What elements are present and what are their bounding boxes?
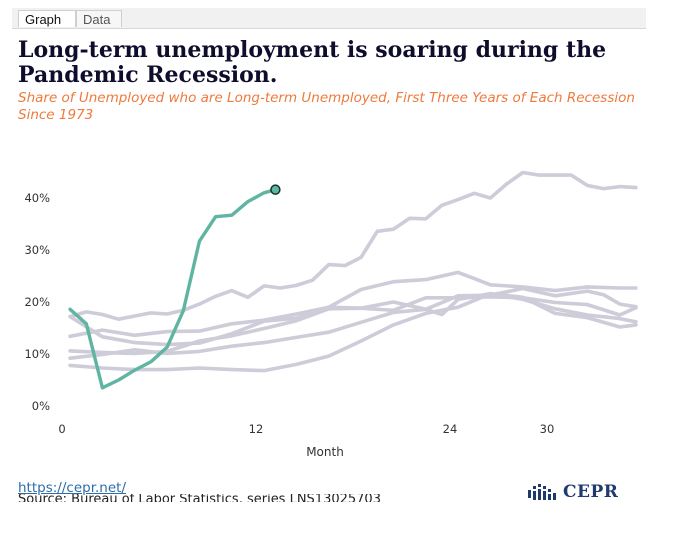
y-tick-label: 0% bbox=[32, 399, 50, 413]
cepr-link[interactable]: https://cepr.net/ bbox=[18, 480, 126, 496]
tab-graph[interactable]: Graph bbox=[18, 10, 76, 27]
y-tick-label: 40% bbox=[24, 191, 50, 205]
y-tick-label: 30% bbox=[24, 243, 50, 257]
cepr-logo-text: CEPR bbox=[563, 482, 619, 502]
chart-title: Long-term unemployment is soaring during… bbox=[18, 37, 607, 88]
cepr-logo: CEPR bbox=[527, 482, 618, 502]
series-line-6 bbox=[68, 291, 638, 373]
x-tick-label: 0 bbox=[58, 422, 65, 436]
series-line-3 bbox=[68, 286, 638, 347]
x-axis-label: Month bbox=[306, 445, 344, 459]
x-tick-label: 30 bbox=[540, 422, 555, 436]
y-tick-label: 20% bbox=[24, 295, 50, 309]
series-line-2 bbox=[68, 270, 638, 339]
series-line-4 bbox=[68, 295, 638, 356]
cepr-logo-icon bbox=[528, 484, 556, 500]
series-line-highlight bbox=[68, 188, 278, 390]
tab-strip: Graph Data bbox=[12, 8, 646, 29]
line-chart: 0% 10% 20% 30% 40% 0 12 24 30 Month bbox=[24, 170, 638, 459]
y-tick-label: 10% bbox=[24, 347, 50, 361]
source-note: Source: Bureau of Labor Statistics, seri… bbox=[18, 494, 448, 502]
series-line-1 bbox=[68, 170, 638, 321]
series-line-5 bbox=[68, 291, 638, 360]
series-end-marker bbox=[270, 184, 281, 195]
x-tick-label: 12 bbox=[249, 422, 264, 436]
tab-data[interactable]: Data bbox=[76, 10, 122, 27]
source-text: Source: Bureau of Labor Statistics, seri… bbox=[18, 494, 381, 502]
x-tick-label: 24 bbox=[443, 422, 458, 436]
chart-subtitle: Share of Unemployed who are Long-term Un… bbox=[18, 90, 635, 123]
